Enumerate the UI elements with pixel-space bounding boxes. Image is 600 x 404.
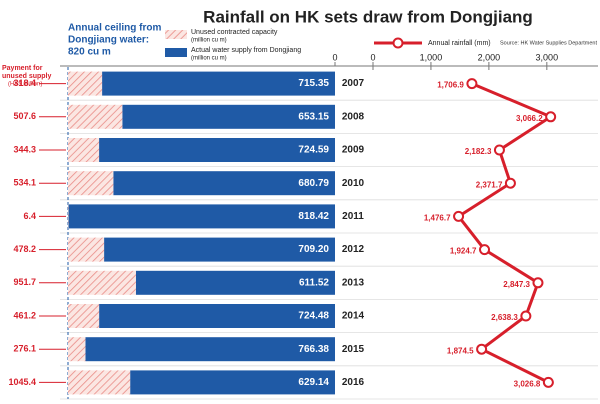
value-label: 3,066.2 bbox=[516, 114, 543, 123]
category-label: 2012 bbox=[342, 244, 365, 255]
payment-value: 1045.4 bbox=[8, 377, 36, 387]
marker bbox=[493, 144, 505, 156]
marker bbox=[532, 277, 544, 289]
bar bbox=[68, 270, 136, 295]
payment-value: 318.4 bbox=[13, 78, 36, 88]
value-label: 709.20 bbox=[298, 244, 329, 255]
value-label: 680.79 bbox=[298, 178, 329, 189]
value-label: 1,924.7 bbox=[450, 247, 477, 256]
category-label: 2016 bbox=[342, 377, 365, 388]
marker bbox=[504, 177, 516, 189]
bar bbox=[68, 337, 86, 362]
x-tick-label: 1,000 bbox=[420, 52, 443, 62]
bar bbox=[68, 370, 131, 395]
bar bbox=[68, 304, 100, 328]
category-label: 2015 bbox=[342, 344, 365, 355]
marker bbox=[542, 376, 554, 388]
legend-swatch bbox=[165, 30, 187, 39]
value-label: 1,874.5 bbox=[447, 346, 474, 355]
payment-value: 534.1 bbox=[13, 178, 36, 188]
marker bbox=[476, 343, 488, 355]
value-label: 724.59 bbox=[298, 145, 329, 156]
category-label: 2013 bbox=[342, 277, 365, 288]
payment-value: 6.4 bbox=[23, 211, 36, 221]
payment-value: 276.1 bbox=[13, 344, 36, 354]
x-tick-label: 3,000 bbox=[536, 52, 559, 62]
value-label: 2,371.7 bbox=[476, 180, 503, 189]
bar bbox=[122, 104, 335, 129]
bar bbox=[99, 138, 335, 162]
value-label: 3,026.8 bbox=[514, 380, 541, 389]
payment-unit: (HK$ million) bbox=[8, 82, 42, 88]
x-tick-label: 0 bbox=[370, 52, 375, 62]
payment-label: Payment for bbox=[2, 65, 43, 72]
value-label: 653.15 bbox=[298, 111, 329, 122]
category-label: 2011 bbox=[342, 211, 364, 222]
payment-value: 344.3 bbox=[13, 144, 36, 154]
legend-swatch bbox=[165, 48, 187, 57]
x-tick-label: 0 bbox=[332, 52, 337, 62]
value-label: 611.52 bbox=[299, 277, 329, 288]
bar bbox=[104, 237, 335, 262]
bar bbox=[99, 304, 336, 328]
marker bbox=[466, 78, 478, 90]
payment-value: 478.2 bbox=[13, 244, 36, 254]
value-label: 766.38 bbox=[298, 344, 329, 355]
marker bbox=[545, 111, 557, 123]
payment-value: 461.2 bbox=[13, 310, 36, 320]
value-label: 715.35 bbox=[298, 78, 329, 89]
payment-value: 507.6 bbox=[13, 111, 36, 121]
legend-label: Actual water supply from Dongjiang bbox=[191, 47, 301, 54]
category-label: 2009 bbox=[342, 145, 365, 156]
marker bbox=[479, 244, 491, 256]
legend-marker bbox=[392, 37, 404, 49]
marker bbox=[453, 210, 465, 222]
bar bbox=[85, 337, 335, 362]
payment-label: unused supply bbox=[2, 73, 52, 80]
value-label: 724.48 bbox=[298, 311, 329, 322]
legend-label: Annual rainfall (mm) bbox=[428, 40, 491, 47]
value-label: 2,182.3 bbox=[465, 147, 492, 156]
bar bbox=[130, 370, 335, 395]
bar bbox=[68, 71, 103, 96]
bar bbox=[68, 237, 105, 262]
category-label: 2008 bbox=[342, 111, 365, 122]
bar bbox=[135, 270, 335, 295]
bar bbox=[68, 171, 114, 196]
bar bbox=[102, 71, 335, 96]
payment-value: 951.7 bbox=[13, 277, 36, 287]
category-label: 2007 bbox=[342, 78, 365, 89]
value-label: 818.42 bbox=[298, 211, 329, 222]
bar bbox=[68, 204, 335, 229]
ceiling-note: 820 cu m bbox=[68, 47, 111, 58]
value-label: 629.14 bbox=[298, 377, 329, 388]
marker bbox=[520, 310, 532, 322]
x-tick-label: 2,000 bbox=[478, 52, 501, 62]
source: Source: HK Water Supplies Department bbox=[500, 40, 597, 46]
bar bbox=[68, 138, 100, 162]
bar bbox=[68, 204, 69, 229]
ceiling-note: Dongjiang water: bbox=[68, 35, 149, 46]
value-label: 1,476.7 bbox=[424, 214, 451, 223]
legend-unit: (million cu m) bbox=[191, 56, 227, 62]
value-label: 2,847.3 bbox=[503, 280, 530, 289]
line bbox=[457, 82, 553, 384]
category-label: 2014 bbox=[342, 311, 365, 322]
ceiling-note: Annual ceiling from bbox=[68, 23, 161, 34]
bar bbox=[68, 104, 123, 129]
legend-label: Unused contracted capacity bbox=[191, 29, 278, 36]
chart-title: Rainfall on HK sets draw from Dongjiang bbox=[203, 7, 533, 26]
value-label: 1,706.9 bbox=[437, 81, 464, 90]
category-label: 2010 bbox=[342, 178, 365, 189]
legend-unit: (million cu m) bbox=[191, 38, 227, 44]
bar bbox=[113, 171, 336, 196]
value-label: 2,638.3 bbox=[491, 313, 518, 322]
